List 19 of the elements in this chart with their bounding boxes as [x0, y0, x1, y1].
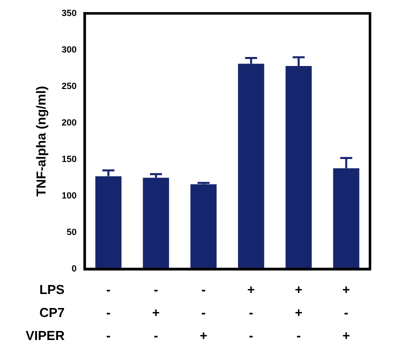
x-tick-label: + - -	[247, 282, 256, 344]
y-tick-label: 100	[62, 190, 77, 200]
y-tick-label: 200	[62, 117, 77, 128]
text: CP7	[39, 305, 65, 320]
y-tick-label: 350	[62, 8, 77, 18]
x-tick-label: - - +	[200, 282, 208, 344]
y-tick-label: 250	[62, 80, 77, 91]
x-tick-label: + - +	[342, 282, 350, 344]
y-tick-label: 0	[72, 263, 77, 274]
text: VIPER	[26, 328, 66, 344]
x-tick-label: + + -	[294, 282, 303, 344]
y-tick-label: 150	[62, 154, 77, 164]
x-tick-label: - - -	[106, 282, 111, 344]
y-axis-title: TNF-alpha (ng/ml)	[33, 86, 48, 196]
bar	[190, 184, 217, 269]
y-tick-label: 300	[62, 44, 77, 54]
x-tick-label: - + -	[152, 282, 160, 344]
y-tick-label: 50	[66, 226, 77, 237]
text: LPS	[39, 282, 65, 298]
